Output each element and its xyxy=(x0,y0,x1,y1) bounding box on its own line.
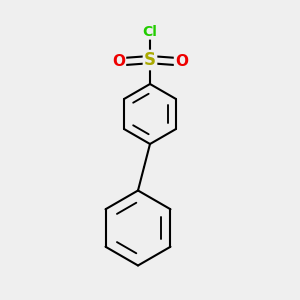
Text: O: O xyxy=(112,54,125,69)
Text: Cl: Cl xyxy=(142,25,158,38)
Text: S: S xyxy=(144,51,156,69)
Text: O: O xyxy=(175,54,188,69)
